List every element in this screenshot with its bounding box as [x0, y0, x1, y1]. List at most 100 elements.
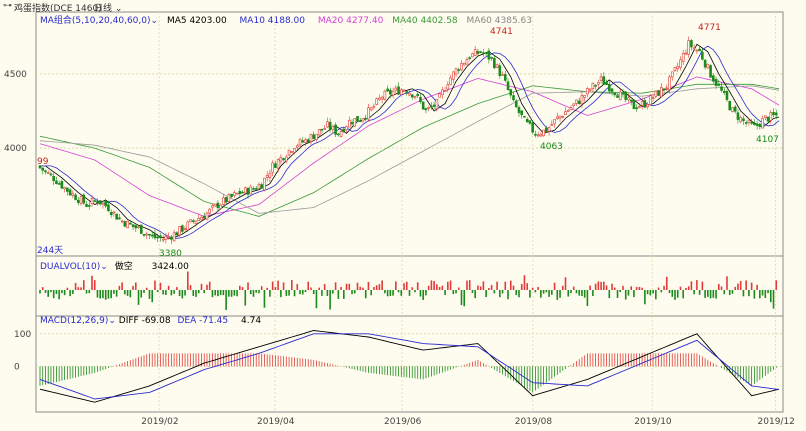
volume-bar	[211, 290, 214, 298]
volume-bar	[96, 290, 99, 298]
volume-bar	[622, 285, 624, 290]
volume-bar	[515, 290, 518, 296]
candle-body	[337, 133, 340, 136]
candle-body	[561, 116, 565, 118]
candle-body	[326, 121, 329, 128]
volume-bar	[310, 287, 312, 290]
volume-bar	[118, 285, 121, 290]
candle-body	[68, 189, 72, 196]
volume-bar	[296, 284, 299, 290]
volume-bar	[378, 284, 381, 290]
volume-bar	[447, 281, 449, 290]
candle-body	[553, 119, 556, 125]
volume-bar	[176, 287, 178, 290]
volume-bar	[644, 290, 646, 305]
volume-bar	[58, 290, 60, 300]
candle-body	[462, 62, 466, 66]
volume-bar	[359, 286, 362, 290]
candle-body	[115, 213, 118, 220]
link-icon[interactable]: ⊶	[3, 1, 12, 11]
candle-body	[701, 51, 704, 60]
candle-body	[181, 225, 184, 232]
candle-body	[211, 205, 214, 208]
volume-bar	[748, 290, 750, 297]
macd-diff: DIFF -69.08	[118, 316, 171, 326]
volume-bar	[154, 280, 156, 290]
candle-body	[55, 180, 58, 184]
ma5-value: MA5 4203.00	[166, 16, 227, 26]
chevron-down-icon[interactable]: ⌄	[108, 316, 116, 326]
volume-bar	[616, 290, 619, 298]
volume-bar	[540, 290, 542, 298]
x-tick-label: 2019/02	[141, 417, 178, 427]
volume-bar	[88, 290, 91, 294]
vol-label[interactable]: DUALVOL(10)	[40, 262, 101, 272]
macd-label[interactable]: MACD(12,26,9)	[40, 316, 109, 326]
volume-bar	[772, 290, 775, 309]
volume-bar	[184, 290, 186, 296]
candle-body	[265, 175, 269, 178]
volume-bar	[523, 275, 526, 290]
ma-header: MA组合(5,10,20,40,60,0)⌄ MA5 4203.00 MA10 …	[40, 13, 532, 26]
volume-bar	[663, 285, 665, 290]
candle-body	[550, 124, 554, 126]
candle-body	[74, 194, 77, 201]
candle-body	[175, 232, 179, 236]
volume-bar	[364, 290, 367, 299]
volume-bar	[173, 290, 175, 294]
candle-body	[345, 126, 348, 131]
volume-bar	[731, 290, 734, 294]
candle-body	[101, 202, 105, 205]
volume-bar	[386, 290, 389, 297]
volume-bar	[400, 290, 403, 296]
candle-body	[558, 115, 562, 119]
volume-bar	[496, 281, 498, 290]
candle-body	[57, 183, 61, 185]
candle-body	[66, 187, 69, 192]
volume-bar	[624, 290, 627, 300]
candle-body	[635, 107, 638, 110]
volume-bar	[362, 287, 364, 290]
candle-body	[170, 236, 173, 240]
candle-body	[501, 74, 504, 76]
volume-bar	[403, 283, 405, 290]
volume-bar	[682, 290, 685, 299]
ma-label[interactable]: MA组合(5,10,20,40,60,0)	[40, 16, 151, 26]
candle-body	[629, 99, 633, 102]
volume-bar	[236, 290, 238, 297]
candle-body	[279, 156, 283, 162]
chevron-down-icon[interactable]: ⌄	[100, 262, 108, 272]
candle-body	[353, 118, 357, 127]
candle-body	[750, 122, 753, 124]
candle-body	[79, 196, 83, 204]
ma40-line	[39, 83, 780, 217]
volume-bar	[307, 281, 310, 290]
volume-bar	[134, 282, 137, 290]
volume-bar	[518, 290, 520, 298]
candle-body	[542, 129, 545, 137]
candle-body	[320, 128, 324, 131]
volume-bar	[266, 287, 268, 290]
candle-body	[208, 208, 211, 214]
period-selector[interactable]: 日线 ⌄	[94, 1, 122, 14]
candle-body	[468, 57, 472, 59]
volume-bar	[203, 290, 206, 294]
volume-bar	[507, 290, 509, 300]
candle-body	[624, 91, 628, 100]
candle-body	[383, 90, 387, 100]
candle-body	[71, 193, 75, 196]
volume-bar	[282, 282, 285, 290]
volume-bar	[414, 290, 416, 293]
volume-bar	[269, 290, 271, 297]
candle-body	[654, 90, 658, 97]
chevron-down-icon[interactable]: ⌄	[150, 16, 159, 26]
candle-body	[129, 222, 132, 225]
candle-body	[769, 112, 773, 121]
candle-body	[435, 99, 439, 109]
macd-tick-label: 0	[14, 362, 20, 372]
candle-body	[731, 107, 734, 112]
volume-bar	[534, 290, 537, 293]
ma60-value: MA60 4385.63	[466, 16, 532, 26]
candle-body	[126, 220, 129, 229]
